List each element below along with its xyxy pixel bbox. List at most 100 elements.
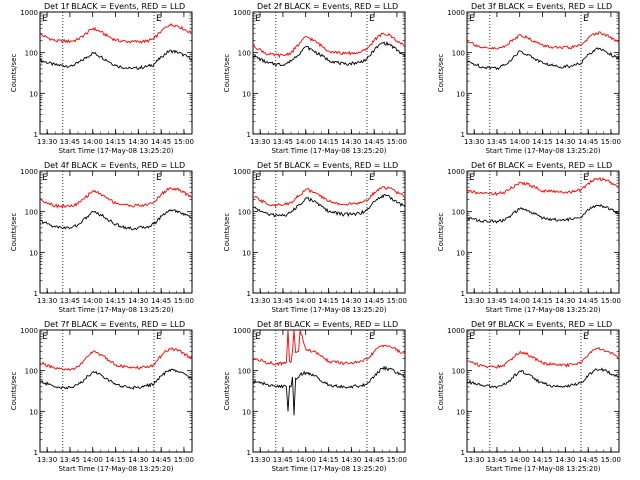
x-tick-label: 14:00 [83,456,103,464]
x-tick-label: 14:15 [532,138,552,146]
chart-panel-3: Det 3f BLACK = Events, RED = LLD 1 10 100 10… [437,2,621,155]
y-tick-label: 100 [238,50,251,58]
panel-title: Det 9f BLACK = Events, RED = LLD [471,320,612,329]
x-tick-label: 14:00 [83,138,103,146]
x-tick-label: 14:30 [341,297,361,305]
e-marker-label: E [156,14,162,24]
x-tick-label: 14:45 [151,297,171,305]
y-tick-label: 100 [452,50,465,58]
x-tick-label: 13:30 [250,138,270,146]
panel-title: Det 3f BLACK = Events, RED = LLD [471,2,612,11]
x-axis-label: Start Time (17-May-08 13:25:20) [271,465,386,473]
series-line-events [252,365,405,416]
series-line-lld [39,187,192,209]
y-tick-label: 100 [25,50,38,58]
series-line-events [39,49,193,70]
y-axis-label: Counts/sec [223,372,231,411]
panel-title: Det 5f BLACK = Events, RED = LLD [257,161,398,170]
y-tick-label: 10 [456,408,465,416]
y-tick-label: 10 [242,249,251,257]
chart-panel-6: Det 6f BLACK = Events, RED = LLD 1 10 100 10… [437,161,621,314]
chart-panel-2: Det 2f BLACK = Events, RED = LLD 1 10 100 10… [223,2,407,155]
panel-title: Det 1f BLACK = Events, RED = LLD [44,2,185,11]
e-marker-label: E [583,173,589,183]
e-marker-label: E [369,173,375,183]
x-tick-label: 14:30 [128,297,148,305]
x-tick-label: 13:45 [487,297,507,305]
x-axis-label: Start Time (17-May-08 13:25:20) [58,465,173,473]
series-line-events [39,209,193,231]
y-tick-label: 10 [456,90,465,98]
y-tick-label: 100 [25,368,38,376]
y-tick-label: 1 [461,449,465,457]
x-tick-label: 13:30 [37,138,57,146]
chart-panel-5: Det 5f BLACK = Events, RED = LLD 1 10 100 10… [223,161,407,314]
x-tick-label: 14:15 [105,138,125,146]
x-axis-label: Start Time (17-May-08 13:25:20) [58,306,173,314]
e-marker-label: E [42,14,48,24]
e-marker-label: E [583,332,589,342]
chart-panel-7: Det 7f BLACK = Events, RED = LLD 1 10 100 10… [10,320,194,473]
x-tick-label: 14:45 [151,138,171,146]
x-axis-label: Start Time (17-May-08 13:25:20) [58,147,173,155]
y-tick-label: 100 [25,209,38,217]
e-marker-label: E [583,14,589,24]
x-tick-label: 13:45 [273,297,293,305]
series-line-events [466,367,620,389]
x-tick-label: 14:15 [532,297,552,305]
x-axis-label: Start Time (17-May-08 13:25:20) [485,147,600,155]
x-tick-label: 13:45 [487,456,507,464]
y-axis-label: Counts/sec [223,213,231,252]
series-line-events [39,368,193,390]
x-tick-label: 14:30 [128,138,148,146]
x-tick-label: 14:15 [105,456,125,464]
series-line-lld [466,176,620,196]
x-tick-label: 14:45 [151,456,171,464]
y-tick-label: 1 [461,290,465,298]
e-marker-label: E [255,14,261,24]
e-marker-label: E [156,332,162,342]
x-tick-label: 13:30 [464,297,484,305]
x-tick-label: 14:15 [318,456,338,464]
x-tick-label: 14:45 [364,297,384,305]
panel-title: Det 8f BLACK = Events, RED = LLD [257,320,398,329]
series-line-lld [466,31,620,50]
y-tick-label: 10 [29,90,38,98]
x-tick-label: 15:00 [174,297,194,305]
series-line-events [466,203,620,224]
chart-panel-1: Det 1f BLACK = Events, RED = LLD 1 10 100 10… [10,2,194,155]
series-line-lld [252,185,406,208]
e-marker-label: E [255,173,261,183]
x-tick-label: 14:30 [555,297,575,305]
x-tick-label: 15:00 [601,138,621,146]
y-axis-label: Counts/sec [437,372,445,411]
series-line-events [252,40,406,67]
y-tick-label: 1 [34,131,38,139]
x-tick-label: 14:45 [578,138,598,146]
panel-title: Det 7f BLACK = Events, RED = LLD [44,320,185,329]
x-tick-label: 13:45 [60,297,80,305]
y-tick-label: 1000 [447,9,465,17]
x-tick-label: 13:30 [464,456,484,464]
x-tick-label: 14:30 [555,138,575,146]
y-tick-label: 1 [461,131,465,139]
chart-panel-4: Det 4f BLACK = Events, RED = LLD 1 10 100 10… [10,161,194,314]
x-tick-label: 14:15 [105,297,125,305]
series-line-events [466,47,620,71]
x-axis-label: Start Time (17-May-08 13:25:20) [485,465,600,473]
x-tick-label: 15:00 [387,297,407,305]
x-tick-label: 14:15 [532,456,552,464]
x-tick-label: 13:30 [250,456,270,464]
y-tick-label: 100 [238,209,251,217]
y-tick-label: 1000 [233,327,251,335]
e-marker-label: E [469,14,475,24]
y-tick-label: 1000 [20,168,38,176]
x-tick-label: 14:00 [510,456,530,464]
e-marker-label: E [156,173,162,183]
y-tick-label: 1 [247,131,251,139]
y-tick-label: 1 [34,290,38,298]
chart-panel-8: Det 8f BLACK = Events, RED = LLD 1 10 100 10… [223,320,407,473]
x-tick-label: 14:45 [364,138,384,146]
y-tick-label: 10 [242,408,251,416]
